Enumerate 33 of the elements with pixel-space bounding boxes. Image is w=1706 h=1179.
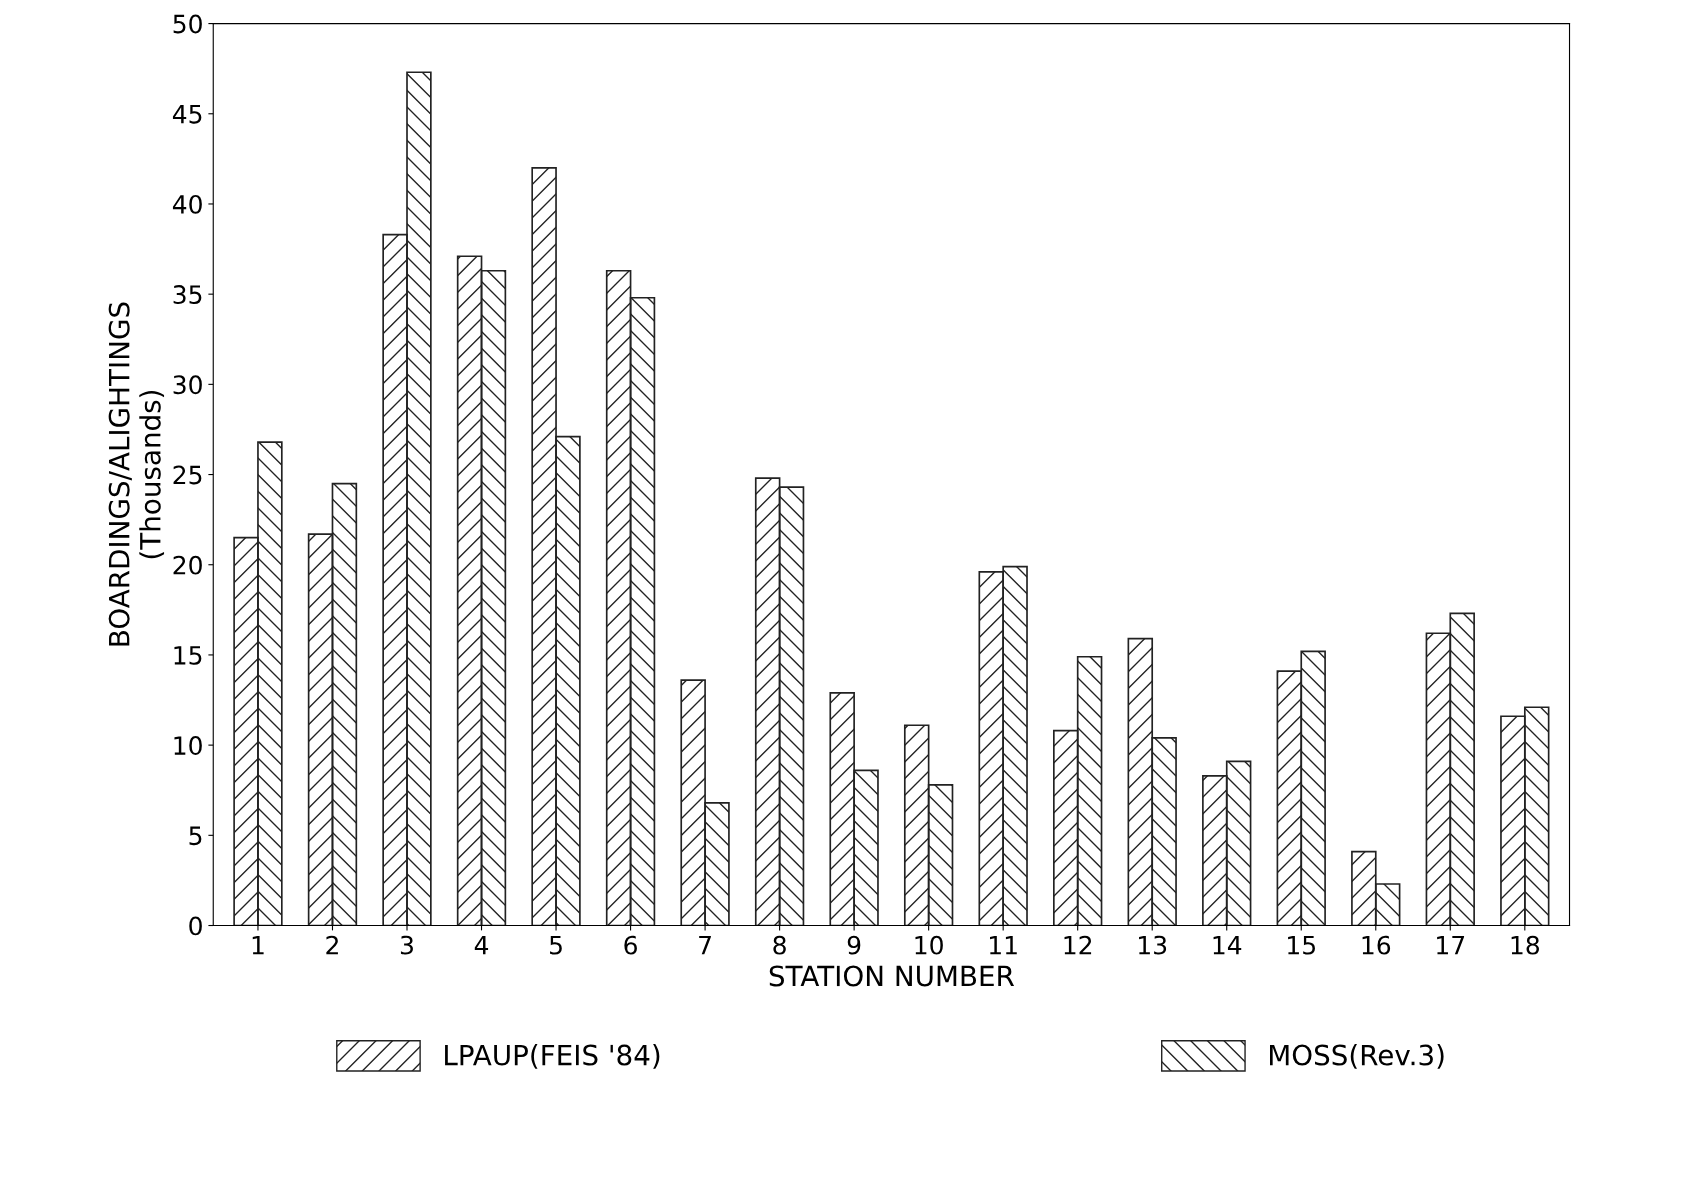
x-tick-label: 6 (624, 935, 637, 955)
legend-label: LPAUP(FEIS '84) (445, 1044, 660, 1069)
x-axis-title: STATION NUMBER (769, 965, 1015, 987)
x-tick-label: 8 (773, 935, 786, 955)
x-tick-label: 7 (699, 936, 711, 955)
y-tick-label: 35 (173, 285, 202, 305)
y-tick-label: 5 (189, 826, 202, 846)
y-tick-label: 15 (174, 646, 202, 665)
x-tick-label: 9 (847, 935, 861, 955)
x-tick-label: 17 (1437, 936, 1465, 955)
legend-label: MOSS(Rev.3) (1270, 1044, 1444, 1069)
y-tick-label: 50 (173, 14, 202, 34)
x-tick-label: 15 (1288, 936, 1315, 955)
y-tick-label: 0 (189, 916, 202, 936)
x-tick-label: 5 (550, 936, 562, 955)
y-tick-label: 45 (172, 105, 202, 124)
x-tick-label: 11 (990, 936, 1017, 955)
x-tick-label: 10 (915, 935, 943, 955)
y-tick-label: 40 (172, 194, 202, 214)
x-tick-label: 3 (400, 935, 413, 955)
x-tick-label: 18 (1511, 935, 1539, 955)
y-axis-title: BOARDINGS/ALIGHTINGS (Thousands) (108, 302, 165, 646)
x-tick-label: 16 (1362, 935, 1391, 955)
x-tick-label: 1 (252, 936, 264, 955)
y-tick-label: 30 (173, 375, 202, 395)
x-tick-label: 14 (1213, 936, 1242, 955)
x-tick-label: 12 (1064, 935, 1092, 955)
x-tick-label: 2 (326, 935, 338, 955)
x-tick-label: 13 (1139, 935, 1167, 955)
y-tick-label: 25 (173, 465, 202, 485)
y-tick-label: 10 (174, 736, 202, 755)
x-tick-label: 4 (474, 936, 489, 955)
y-tick-label: 20 (173, 555, 202, 575)
